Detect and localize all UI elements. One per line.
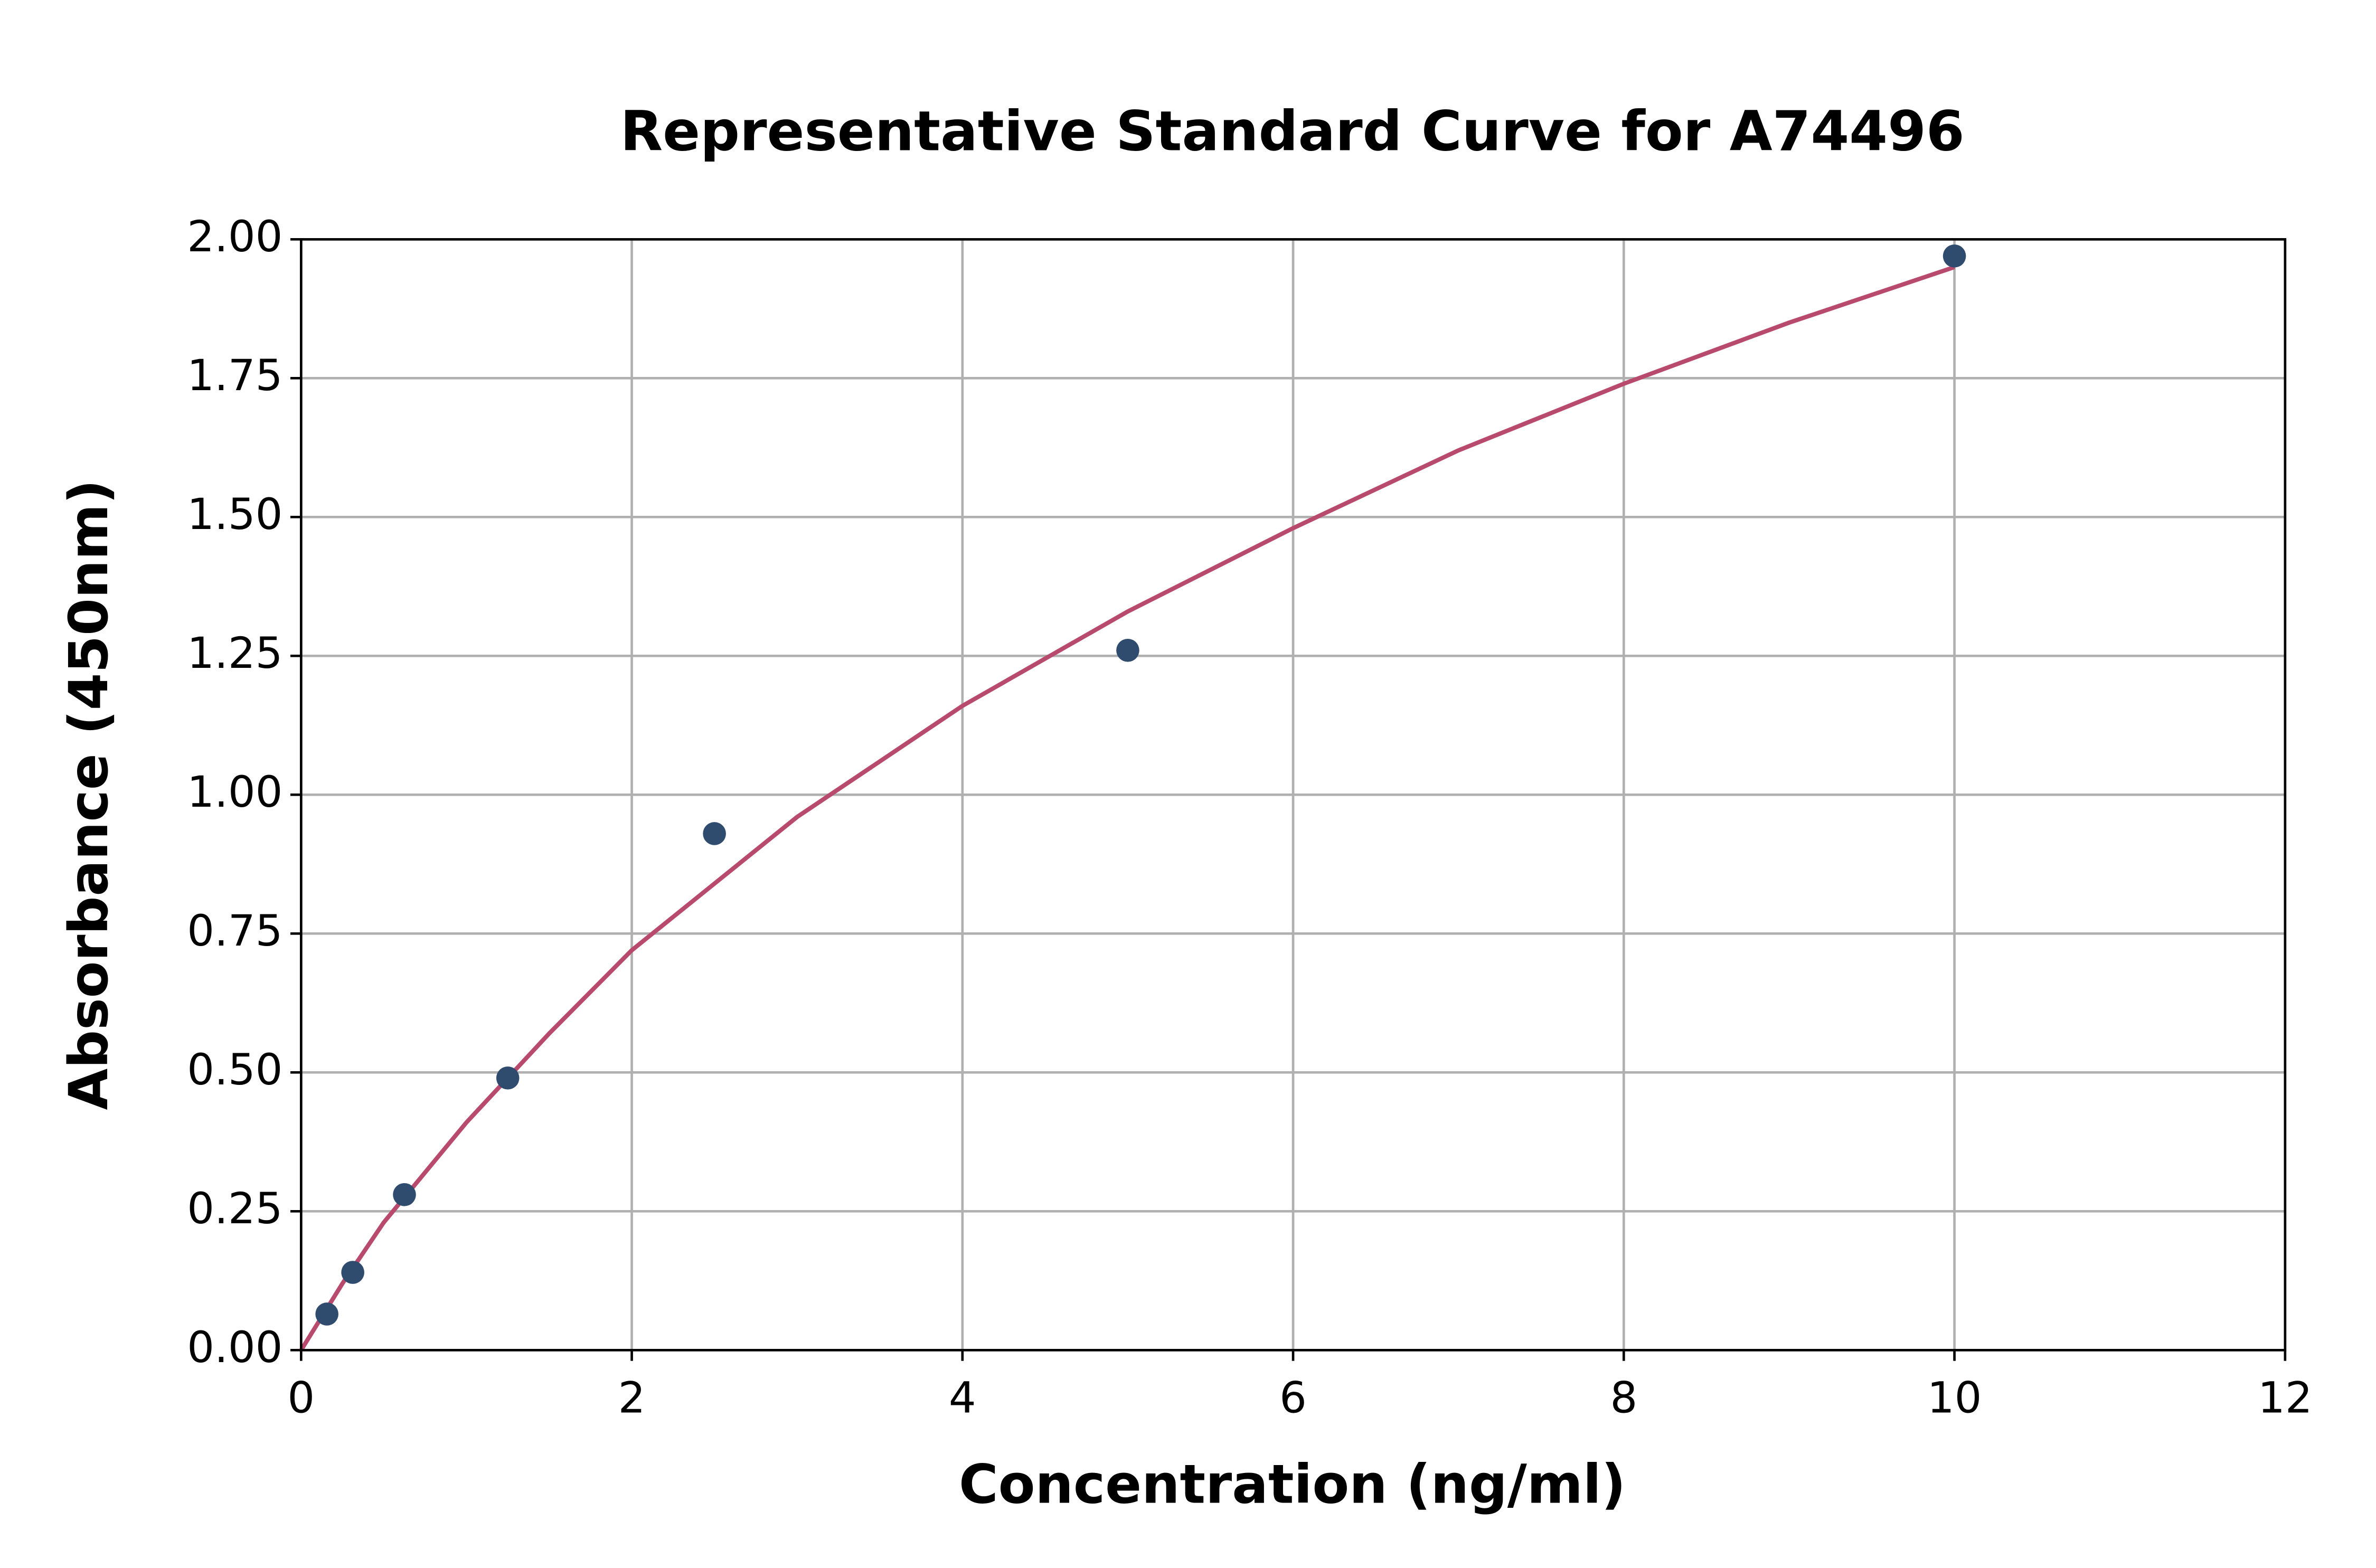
- y-tick-label: 2.00: [187, 212, 282, 262]
- chart-title: Representative Standard Curve for A74496: [620, 99, 1965, 164]
- x-tick-label: 2: [618, 1373, 646, 1423]
- data-point: [315, 1302, 338, 1326]
- x-tick-label: 10: [1927, 1373, 1982, 1423]
- data-point: [341, 1261, 364, 1284]
- data-point: [1943, 244, 1966, 268]
- x-tick-label: 8: [1610, 1373, 1637, 1423]
- data-point: [1116, 639, 1139, 662]
- y-tick-label: 0.50: [187, 1045, 282, 1095]
- y-tick-label: 1.75: [187, 351, 282, 401]
- y-tick-label: 0.00: [187, 1323, 282, 1373]
- data-point: [496, 1066, 520, 1090]
- data-point: [393, 1183, 416, 1206]
- y-tick-label: 1.50: [187, 489, 282, 540]
- fit-curve: [299, 265, 1955, 1352]
- grid: 0 2 4 6 8 10 12 0.00 0.25 0.50 0.75 1.00 1.25 1.50 1.7…: [187, 212, 2312, 1423]
- y-tick-label: 0.75: [187, 906, 282, 956]
- data-point: [703, 822, 726, 845]
- x-tick-label: 4: [949, 1373, 976, 1423]
- axes-frame: [299, 238, 2287, 1352]
- y-tick-label: 1.00: [187, 767, 282, 817]
- x-tick-label: 12: [2258, 1373, 2313, 1423]
- y-tick-label: 1.25: [187, 628, 282, 678]
- x-tick-label: 6: [1279, 1373, 1307, 1423]
- y-tick-label: 0.25: [187, 1184, 282, 1234]
- y-axis-label: Absorbance (450nm): [58, 479, 120, 1110]
- x-axis-label: Concentration (ng/ml): [959, 1453, 1626, 1516]
- plot-area: [299, 244, 1966, 1352]
- x-tick-label: 0: [287, 1373, 315, 1423]
